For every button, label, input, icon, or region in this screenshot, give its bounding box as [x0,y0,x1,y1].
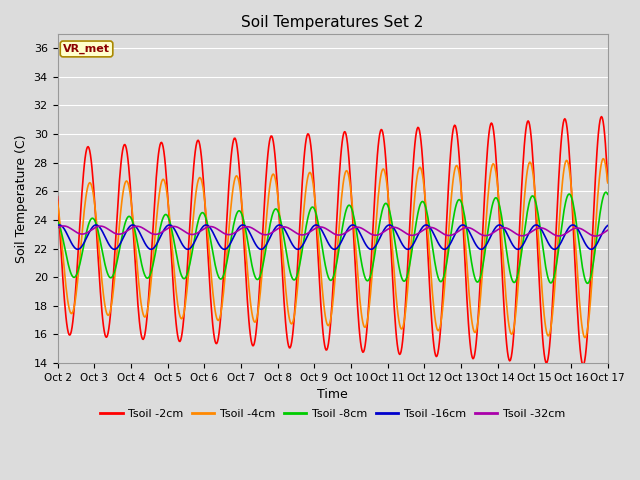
Tsoil -16cm [257,246,265,252]
Tsoil -32cm [177,226,184,232]
Tsoil -2cm [604,178,612,184]
Tsoil -16cm [63,232,71,238]
Tsoil -2cm [63,326,71,332]
Tsoil -4cm [63,296,71,302]
Tsoil -4cm [599,156,607,162]
X-axis label: Time: Time [317,388,348,401]
Tsoil -16cm [54,223,61,228]
Tsoil -32cm [65,224,72,230]
Title: Soil Temperatures Set 2: Soil Temperatures Set 2 [241,15,424,30]
Tsoil -2cm [205,270,213,276]
Tsoil -16cm [120,233,128,239]
Tsoil -2cm [120,142,128,148]
Tsoil -8cm [399,278,407,284]
Tsoil -32cm [54,225,61,231]
Tsoil -32cm [400,229,408,235]
Tsoil -4cm [205,246,213,252]
Tsoil -32cm [417,229,424,235]
Tsoil -8cm [602,189,610,195]
Tsoil -8cm [415,204,423,210]
Tsoil -8cm [176,268,184,274]
Legend: Tsoil -2cm, Tsoil -4cm, Tsoil -8cm, Tsoil -16cm, Tsoil -32cm: Tsoil -2cm, Tsoil -4cm, Tsoil -8cm, Tsoi… [96,405,570,423]
Line: Tsoil -8cm: Tsoil -8cm [58,192,608,283]
Tsoil -4cm [604,180,612,186]
Tsoil -4cm [120,184,128,190]
Tsoil -32cm [604,228,612,233]
Tsoil -2cm [399,330,407,336]
Tsoil -4cm [581,335,589,340]
Y-axis label: Soil Temperature (C): Soil Temperature (C) [15,134,28,263]
Tsoil -16cm [417,227,425,232]
Line: Tsoil -32cm: Tsoil -32cm [58,226,608,236]
Tsoil -2cm [176,338,184,344]
Tsoil -16cm [401,245,409,251]
Line: Tsoil -16cm: Tsoil -16cm [58,225,608,249]
Tsoil -16cm [604,223,612,228]
Tsoil -4cm [176,313,184,319]
Tsoil -16cm [276,222,284,228]
Tsoil -8cm [54,218,61,224]
Tsoil -32cm [121,229,129,235]
Line: Tsoil -2cm: Tsoil -2cm [58,117,608,365]
Tsoil -8cm [584,280,591,286]
Line: Tsoil -4cm: Tsoil -4cm [58,159,608,337]
Tsoil -32cm [60,223,67,229]
Tsoil -8cm [120,224,128,230]
Tsoil -32cm [591,233,599,239]
Tsoil -32cm [206,224,214,229]
Tsoil -8cm [604,192,612,197]
Tsoil -2cm [579,362,587,368]
Tsoil -4cm [54,199,61,204]
Tsoil -4cm [399,323,407,328]
Tsoil -2cm [415,128,423,133]
Tsoil -16cm [176,237,184,243]
Tsoil -8cm [63,258,71,264]
Text: VR_met: VR_met [63,44,110,54]
Tsoil -8cm [205,228,213,234]
Tsoil -2cm [54,194,61,200]
Tsoil -2cm [598,114,605,120]
Tsoil -16cm [205,224,213,229]
Tsoil -4cm [415,165,423,170]
